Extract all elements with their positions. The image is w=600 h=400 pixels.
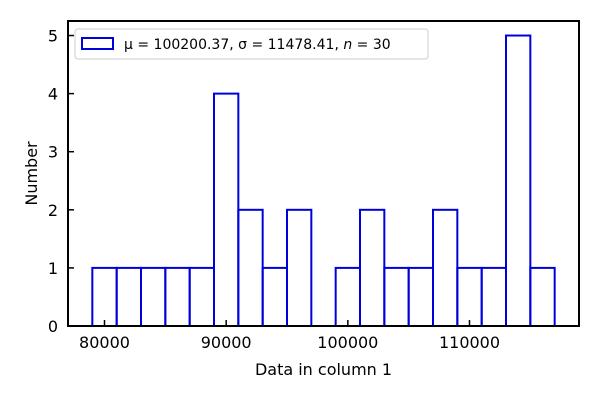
x-axis-label: Data in column 1 (255, 360, 392, 379)
histogram-bar (237, 208, 264, 327)
legend-swatch (81, 37, 114, 50)
x-tick-label: 110000 (439, 333, 500, 352)
histogram-bar (359, 208, 386, 327)
histogram-bar (91, 266, 118, 327)
histogram-bar (213, 92, 240, 327)
histogram-bars (91, 34, 556, 328)
histogram-bar (334, 266, 361, 327)
histogram-bar (188, 266, 216, 327)
histogram-bar (383, 266, 410, 327)
x-tick-label: 90000 (201, 333, 252, 352)
histogram-bar (505, 34, 532, 328)
y-axis-label: Number (22, 141, 41, 206)
y-tick-label: 5 (48, 27, 58, 46)
legend: μ = 100200.37, σ = 11478.41, n = 30 (74, 28, 429, 60)
histogram-bar (456, 266, 483, 327)
y-tick-label: 2 (48, 201, 58, 220)
y-axis-ticks: 0 1 2 3 4 5 (48, 27, 74, 336)
x-axis-ticks: 80000 90000 100000 110000 (79, 320, 500, 352)
x-tick-label: 100000 (317, 333, 378, 352)
legend-entry-stats: μ = 100200.37, σ = 11478.41, (124, 37, 343, 53)
legend-box (74, 28, 429, 60)
histogram-bar (480, 266, 507, 327)
x-tick-label: 80000 (79, 333, 130, 352)
histogram-bar (115, 266, 142, 327)
histogram-bar (261, 266, 288, 327)
histogram-bar (407, 266, 434, 327)
histogram-bar (286, 208, 313, 327)
histogram-bar (432, 208, 459, 327)
plot-frame (67, 20, 580, 327)
y-tick-label: 1 (48, 259, 58, 278)
histogram-bar (529, 266, 556, 327)
histogram-bar (164, 266, 191, 327)
histogram-bar (140, 266, 167, 327)
y-tick-label: 3 (48, 143, 58, 162)
legend-entry-count: = 30 (352, 37, 390, 53)
y-tick-label: 0 (48, 317, 58, 336)
y-tick-label: 4 (48, 85, 58, 104)
legend-entry: μ = 100200.37, σ = 11478.41, n = 30 (124, 37, 391, 53)
legend-entry-n: n (343, 37, 352, 53)
